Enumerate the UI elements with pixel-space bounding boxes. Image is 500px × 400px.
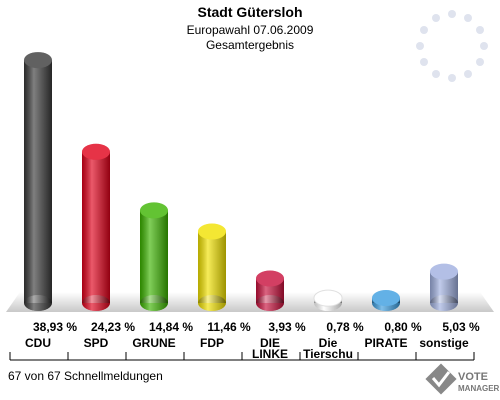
bar-bottom-shade xyxy=(24,295,52,311)
value-label: 11,46 % xyxy=(207,320,251,334)
bar-top xyxy=(256,270,284,287)
bar-top xyxy=(313,289,343,307)
bar-top-light xyxy=(372,290,400,307)
bar xyxy=(256,270,284,311)
value-label: 0,78 % xyxy=(326,320,364,334)
bar xyxy=(198,223,226,311)
bar-shade xyxy=(198,231,226,303)
value-label: 3,93 % xyxy=(268,320,306,334)
bar xyxy=(372,290,400,311)
bar-top-light xyxy=(314,290,342,307)
bar-bottom-shade xyxy=(140,295,168,311)
x-tick-label: CDU xyxy=(25,338,51,350)
value-label: 24,23 % xyxy=(91,320,135,334)
logo-text: VOTE xyxy=(458,371,488,383)
bar xyxy=(140,202,168,311)
bar-top xyxy=(24,52,52,69)
bar-bottom-shade xyxy=(82,295,110,311)
bar-top-light xyxy=(24,52,52,69)
bar-top-light xyxy=(256,270,284,287)
footer: 67 von 67 Schnellmeldungen xyxy=(8,369,163,383)
x-tick-label: GRÜNE xyxy=(132,338,176,350)
x-tick-label: SPD xyxy=(83,338,109,350)
x-tick-label: DIE LINKE xyxy=(252,338,288,361)
bar-bottom-shade xyxy=(198,295,226,311)
bar-top xyxy=(198,223,226,240)
floor xyxy=(6,292,494,312)
x-tick-label: PIRATE xyxy=(364,338,408,350)
logo-text: MANAGER xyxy=(458,384,500,393)
bar-shade xyxy=(82,151,110,303)
value-label: 14,84 % xyxy=(149,320,193,334)
bar-top-light xyxy=(198,223,226,240)
bar-top xyxy=(430,263,458,280)
bar xyxy=(430,263,458,311)
bar-top-light xyxy=(140,202,168,219)
bar xyxy=(313,289,343,311)
bar-bottom-shade xyxy=(430,295,458,311)
bar xyxy=(24,52,52,311)
logo-icon xyxy=(425,363,457,395)
bar xyxy=(82,143,110,311)
bar-shade xyxy=(140,210,168,303)
x-tick-label: sonstige xyxy=(419,338,469,350)
bar-bottom-shade xyxy=(256,295,284,311)
value-label: 38,93 % xyxy=(33,320,77,334)
chart-subtitle: Gesamtergebnis xyxy=(206,38,294,52)
x-tick-label: Die Tierschu xyxy=(303,338,353,361)
bar-top xyxy=(372,290,400,307)
eu-stars xyxy=(416,10,488,82)
bar-shade xyxy=(24,60,52,304)
chart-title: Stadt Gütersloh xyxy=(197,4,302,20)
chart-subtitle: Europawahl 07.06.2009 xyxy=(187,23,314,37)
bar-top xyxy=(82,143,110,160)
bar-top-light xyxy=(430,263,458,280)
value-label: 0,80 % xyxy=(384,320,422,334)
x-tick-label: FDP xyxy=(200,338,224,350)
bar-top xyxy=(140,202,168,219)
bar-top-light xyxy=(82,143,110,160)
value-label: 5,03 % xyxy=(442,320,480,334)
